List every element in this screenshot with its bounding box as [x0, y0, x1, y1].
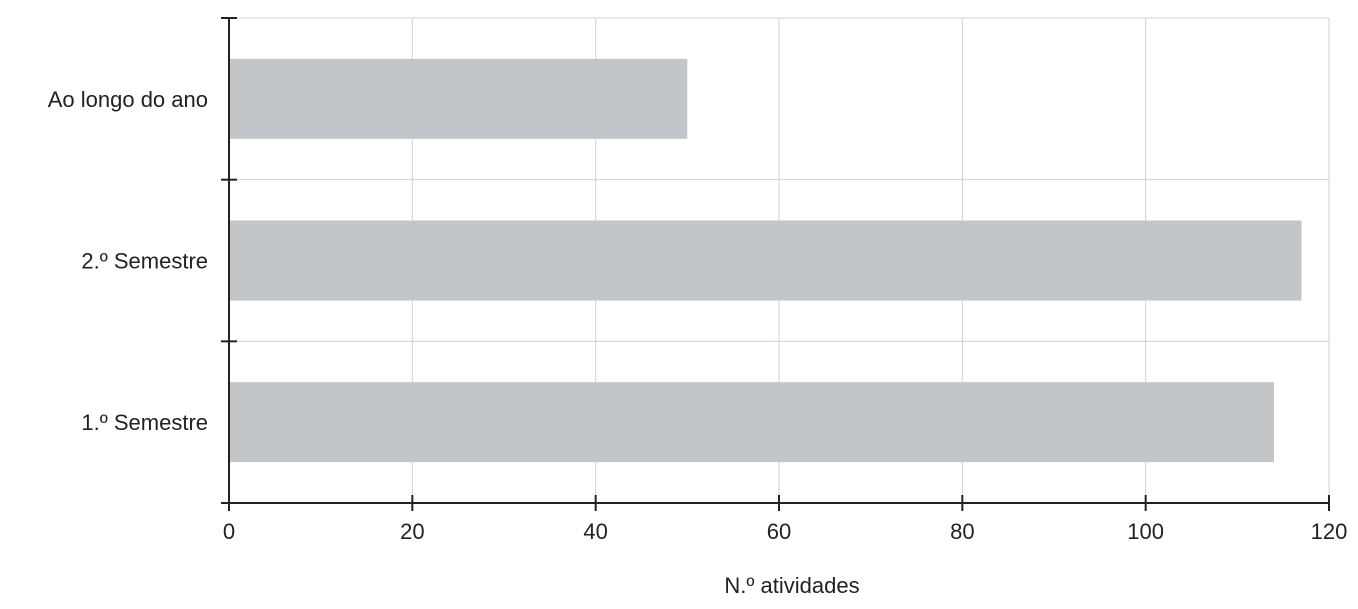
- category-label: Ao longo do ano: [48, 87, 208, 112]
- x-tick-label: 60: [767, 519, 791, 544]
- bar: [229, 382, 1274, 463]
- x-tick-label: 0: [223, 519, 235, 544]
- x-tick-label: 80: [950, 519, 974, 544]
- x-axis-title: N.º atividades: [724, 573, 859, 598]
- bar: [229, 220, 1302, 301]
- x-tick-label: 100: [1127, 519, 1164, 544]
- x-tick-label: 20: [400, 519, 424, 544]
- x-tick-label: 120: [1311, 519, 1348, 544]
- axes: [221, 17, 1330, 511]
- category-label: 1.º Semestre: [81, 410, 208, 435]
- x-tick-label: 40: [583, 519, 607, 544]
- category-label: 2.º Semestre: [81, 249, 208, 274]
- labels: N.º atividades Ao longo do ano 2.º Semest…: [48, 87, 1348, 598]
- bar: [229, 58, 688, 139]
- bars: [229, 58, 1302, 463]
